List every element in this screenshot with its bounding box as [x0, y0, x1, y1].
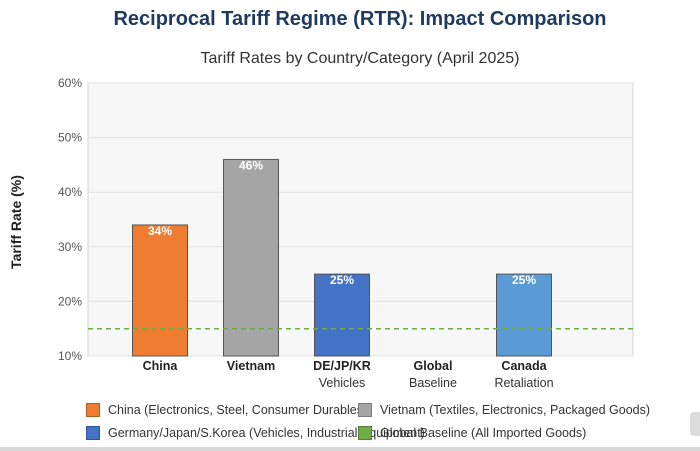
legend-item-vietnam[interactable]: Vietnam (Textiles, Electronics, Packaged…: [358, 403, 650, 417]
bar-value-label: 25%: [512, 273, 536, 287]
bar: [314, 273, 370, 357]
legend-label-global-baseline: Global Baseline (All Imported Goods): [380, 426, 587, 440]
bar-chart: 10% 20% 30% 40% 50% 60% 34% China 46% Vietnam 25% D…: [58, 76, 634, 390]
x-tick-label-secondary: Retaliation: [494, 376, 553, 390]
bar: [223, 158, 279, 357]
y-tick-label: 40%: [58, 185, 82, 199]
chart-title: Reciprocal Tariff Regime (RTR): Impact C…: [113, 8, 607, 30]
y-tick-label: 20%: [58, 294, 82, 308]
legend-item-germany-japan-korea[interactable]: Germany/Japan/S.Korea (Vehicles, Industr…: [86, 426, 425, 440]
y-tick-label: 60%: [58, 76, 82, 90]
legend-swatch-global-baseline: [358, 426, 372, 440]
bar: [496, 273, 552, 357]
legend-label-germany-japan-korea: Germany/Japan/S.Korea (Vehicles, Industr…: [108, 426, 425, 440]
bar: [132, 224, 188, 357]
x-tick-label-secondary: Baseline: [409, 376, 457, 390]
x-tick-label-secondary: Vehicles: [319, 376, 366, 390]
legend-swatch-germany-japan-korea: [86, 426, 100, 440]
x-tick-label: China: [143, 359, 179, 373]
x-tick-label: Vietnam: [227, 359, 275, 373]
y-tick-label: 10%: [58, 349, 82, 363]
scrollbar-handle[interactable]: [690, 412, 700, 436]
x-tick-label: Global: [414, 359, 453, 373]
legend-label-vietnam: Vietnam (Textiles, Electronics, Packaged…: [380, 403, 651, 417]
bar-value-label: 46%: [239, 158, 263, 172]
legend-item-china[interactable]: China (Electronics, Steel, Consumer Dura…: [86, 403, 367, 417]
legend: China (Electronics, Steel, Consumer Dura…: [86, 403, 686, 447]
legend-swatch-china: [86, 403, 100, 417]
legend-swatch-vietnam: [358, 403, 372, 417]
x-tick-label: Canada: [501, 359, 547, 373]
y-tick-label: 30%: [58, 240, 82, 254]
x-tick-label: DE/JP/KR: [313, 359, 371, 373]
legend-item-global-baseline[interactable]: Global Baseline (All Imported Goods): [358, 426, 586, 440]
y-tick-label: 50%: [58, 131, 82, 145]
bar-value-label: 10%: [421, 355, 445, 369]
chart-subtitle: Tariff Rates by Country/Category (April …: [200, 50, 520, 67]
legend-label-china: China (Electronics, Steel, Consumer Dura…: [108, 403, 368, 417]
horizontal-scrollbar[interactable]: [0, 447, 700, 451]
bar-value-label: 34%: [148, 224, 172, 238]
bar-value-label: 25%: [330, 273, 354, 287]
